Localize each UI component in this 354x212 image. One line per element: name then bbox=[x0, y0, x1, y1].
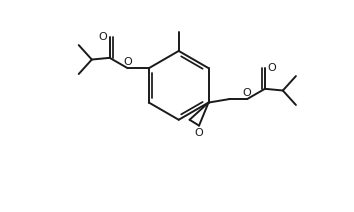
Text: O: O bbox=[243, 88, 251, 98]
Text: O: O bbox=[123, 57, 132, 67]
Text: O: O bbox=[195, 128, 204, 138]
Text: O: O bbox=[98, 32, 107, 42]
Text: O: O bbox=[268, 63, 276, 73]
